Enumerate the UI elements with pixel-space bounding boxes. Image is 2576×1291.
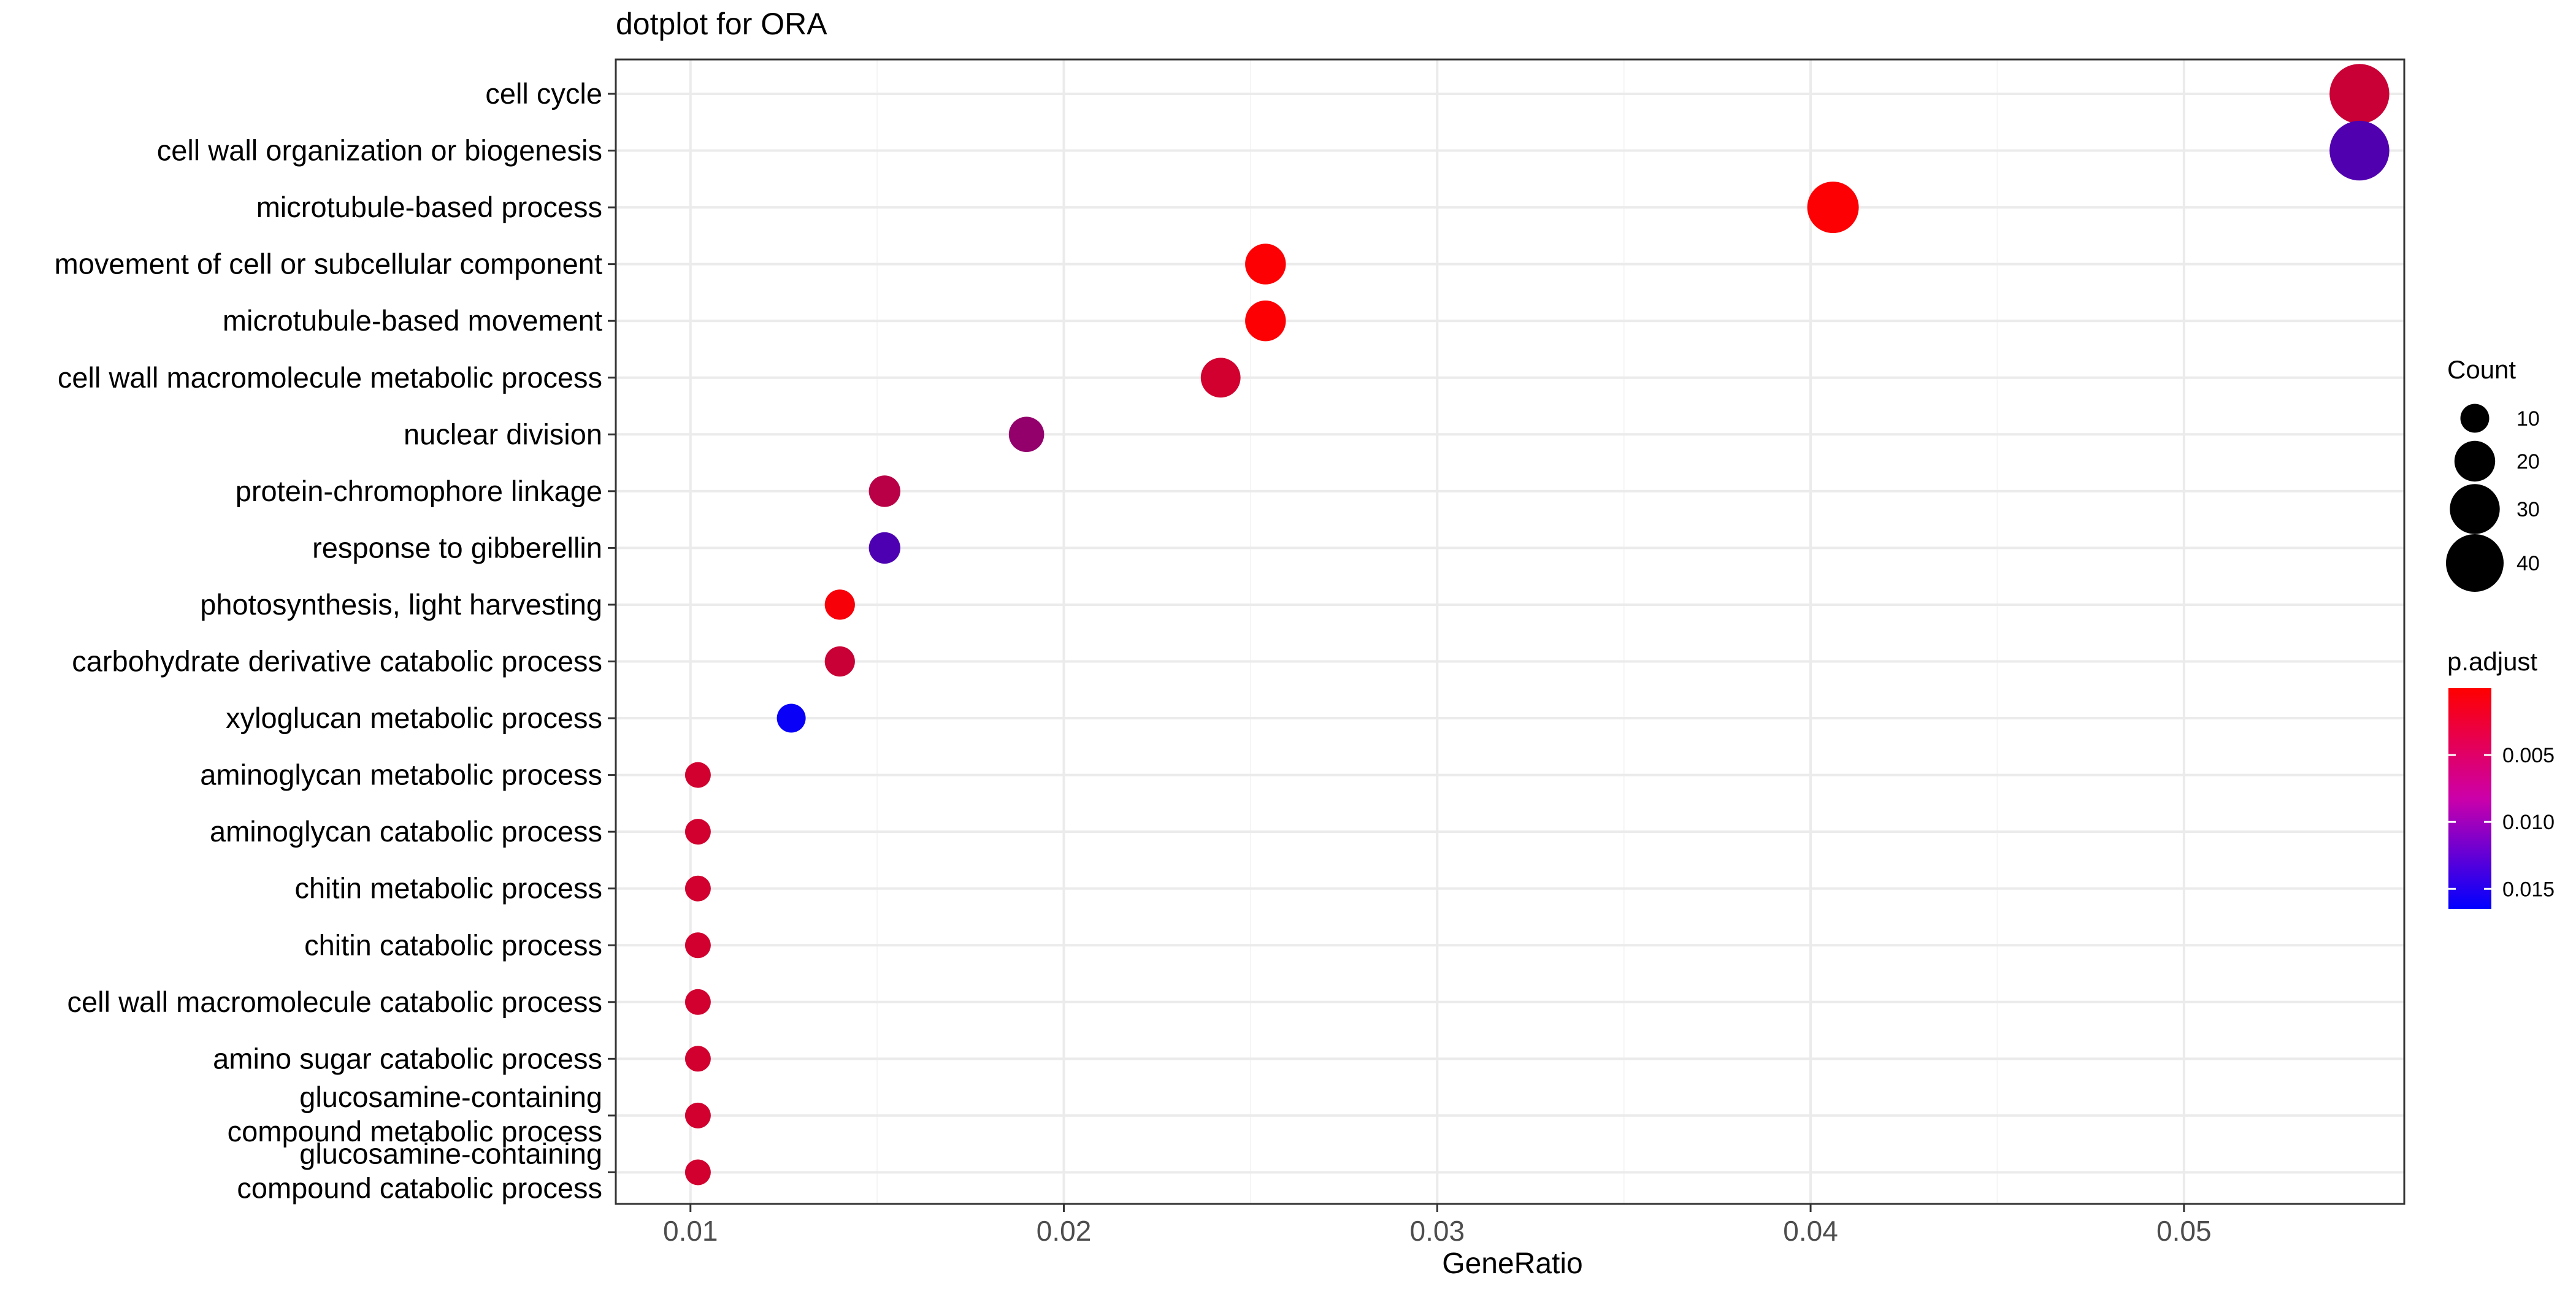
y-tick-label: chitin catabolic process	[304, 929, 602, 961]
size-legend-key	[2450, 484, 2500, 534]
size-legend-label: 30	[2517, 498, 2540, 521]
y-tick-label: response to gibberellin	[312, 531, 602, 564]
y-tick-label: cell wall organization or biogenesis	[157, 134, 602, 167]
size-legend-title: Count	[2447, 355, 2516, 384]
data-point	[684, 819, 711, 845]
y-tick-label: aminoglycan catabolic process	[210, 815, 602, 848]
data-point	[1200, 358, 1241, 398]
size-legend-key	[2446, 534, 2504, 592]
y-tick-label: compound catabolic process	[237, 1172, 602, 1205]
x-axis-title: GeneRatio	[1442, 1247, 1582, 1280]
size-legend-label: 20	[2517, 450, 2540, 473]
x-tick-label: 0.02	[1037, 1215, 1092, 1247]
data-point	[1245, 243, 1286, 285]
data-point	[684, 989, 711, 1015]
color-legend-label: 0.015	[2502, 878, 2555, 901]
data-point	[684, 762, 711, 788]
y-tick-label: chitin metabolic process	[294, 872, 602, 905]
data-point	[1807, 182, 1859, 234]
y-tick-label: cell cycle	[485, 77, 602, 110]
size-legend-label: 10	[2517, 407, 2540, 431]
data-point	[868, 475, 901, 507]
y-tick-label: protein-chromophore linkage	[236, 475, 602, 507]
data-point	[868, 532, 901, 564]
size-legend-key	[2454, 440, 2496, 482]
x-tick-label: 0.03	[1410, 1215, 1465, 1247]
color-legend-bar	[2448, 688, 2491, 909]
data-point	[824, 646, 855, 677]
panel-background	[616, 59, 2404, 1204]
data-point	[684, 1046, 711, 1072]
data-point	[2329, 120, 2390, 181]
chart-title: dotplot for ORA	[616, 7, 827, 41]
y-tick-label: nuclear division	[404, 418, 602, 450]
plot-panel	[615, 58, 2405, 1205]
color-legend-title: p.adjust	[2447, 647, 2537, 676]
x-tick-label: 0.01	[663, 1215, 718, 1247]
y-tick-label: glucosamine-containing	[299, 1138, 602, 1170]
data-point	[1008, 416, 1045, 453]
y-tick-label: photosynthesis, light harvesting	[200, 588, 602, 621]
data-point	[684, 875, 711, 902]
x-tick-label: 0.04	[1783, 1215, 1838, 1247]
y-tick-label: amino sugar catabolic process	[213, 1042, 602, 1075]
color-legend-label: 0.010	[2502, 811, 2555, 834]
data-point	[776, 703, 806, 733]
y-tick-label: microtubule-based movement	[223, 304, 602, 337]
x-tick-label: 0.05	[2156, 1215, 2212, 1247]
data-point	[684, 1159, 711, 1186]
data-point	[2329, 64, 2390, 124]
y-tick-label: carbohydrate derivative catabolic proces…	[72, 645, 602, 678]
size-legend-label: 40	[2517, 552, 2540, 575]
y-tick-label: aminoglycan metabolic process	[200, 759, 602, 791]
y-tick-label: cell wall macromolecule catabolic proces…	[67, 986, 602, 1018]
color-legend-label: 0.005	[2502, 744, 2555, 767]
data-point	[824, 589, 855, 620]
panel-border	[615, 58, 2405, 1205]
data-point	[684, 1102, 711, 1128]
y-tick-label: microtubule-based process	[256, 191, 602, 223]
y-tick-label: glucosamine-containing	[299, 1081, 602, 1113]
data-point	[684, 932, 711, 959]
y-axis-labels: cell cycle cell wall organization or biog…	[55, 77, 616, 1205]
data-point	[1245, 301, 1286, 342]
y-tick-label: cell wall macromolecule metabolic proces…	[58, 361, 602, 394]
size-legend-key	[2460, 404, 2490, 433]
y-tick-label: xyloglucan metabolic process	[226, 702, 602, 734]
x-axis: 0.01 0.02 0.03 0.04 0.05	[663, 1204, 2212, 1247]
y-tick-label: movement of cell or subcellular componen…	[55, 248, 602, 280]
y-tick-label: compound metabolic process	[228, 1115, 602, 1147]
